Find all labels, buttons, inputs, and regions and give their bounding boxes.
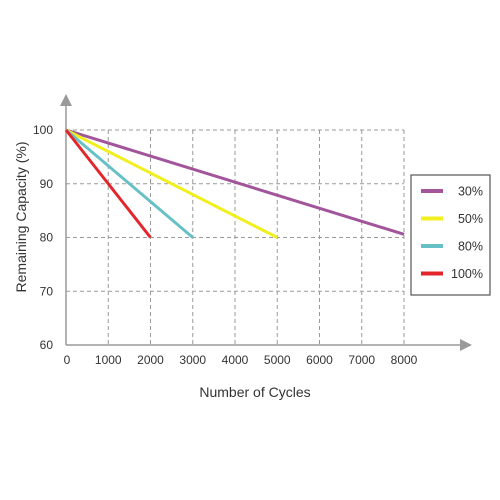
legend-label: 50% [458, 212, 483, 226]
series-line-4 [64, 129, 152, 239]
legend-label: 80% [458, 240, 483, 254]
x-tick-label: 5000 [264, 353, 291, 367]
x-tick-label: 3000 [179, 353, 206, 367]
grid [66, 129, 405, 345]
x-axis-arrow [460, 339, 472, 351]
x-tick-label: 0 [64, 353, 71, 367]
y-tick-label: 100 [33, 123, 53, 137]
series-line-1 [65, 128, 405, 236]
legend: 30% 50% 80% 100% [410, 174, 491, 296]
y-axis-arrow [60, 94, 72, 106]
axes [60, 94, 472, 351]
x-tick-label: 4000 [222, 353, 249, 367]
y-tick-label: 80 [40, 231, 54, 245]
x-tick-label: 1000 [95, 353, 122, 367]
tick-labels: 0 1000 2000 3000 4000 5000 6000 7000 8000 60 70 80 9… [33, 123, 418, 367]
x-axis-title: Number of Cycles [199, 384, 310, 400]
x-tick-label: 7000 [348, 353, 375, 367]
x-tick-label: 2000 [137, 353, 164, 367]
x-tick-label: 8000 [391, 353, 418, 367]
legend-label: 100% [451, 267, 483, 281]
y-tick-label: 60 [40, 338, 54, 352]
series-line-2 [65, 128, 278, 239]
y-tick-label: 70 [40, 284, 54, 298]
series-line-3 [65, 128, 194, 239]
legend-label: 30% [458, 185, 483, 199]
series [64, 128, 405, 239]
x-tick-label: 6000 [306, 353, 333, 367]
y-axis-title: Remaining Capacity (%) [13, 142, 29, 293]
y-tick-label: 90 [40, 177, 54, 191]
